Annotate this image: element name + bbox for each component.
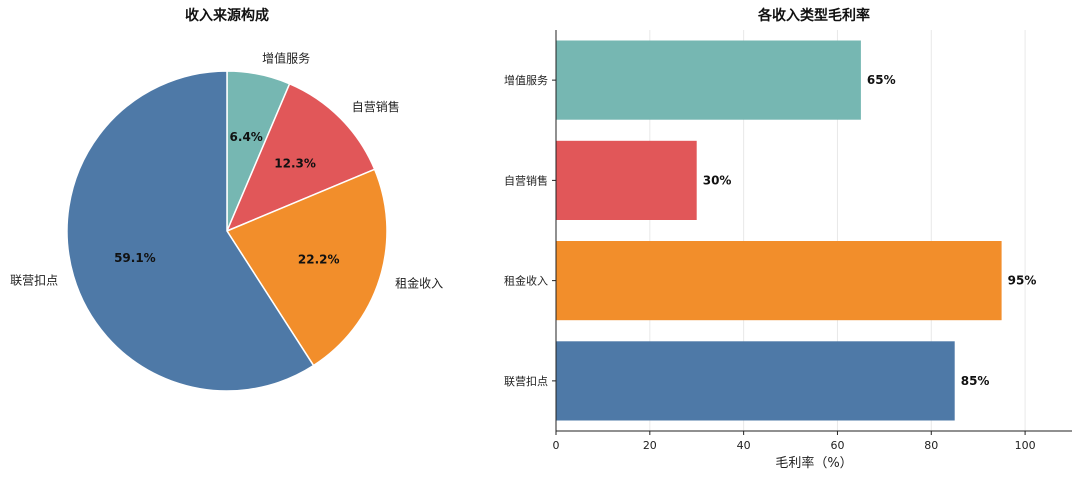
bar-title: 各收入类型毛利率 [757,7,870,24]
pie-slice-0-percent: 6.4% [230,130,263,144]
bar-x-tick-label-5: 100 [1015,439,1036,452]
bar-2 [556,241,1002,321]
bar-1 [556,140,697,220]
pie-slice-1 [225,82,376,233]
bar-category-label-2: 租金收入 [504,274,548,288]
bar-value-label-1: 30% [703,173,732,187]
bar-x-tick-label-3: 60 [830,439,844,452]
pie-slice-3-percent: 59.1% [114,251,156,265]
bar-x-axis-label: 毛利率（%） [775,455,852,471]
pie-slice-2-percent: 22.2% [298,253,340,267]
bar-category-label-1: 自营销售 [504,173,548,187]
bar-x-tick-label-0: 0 [553,439,560,452]
bar-category-label-0: 增值服务 [504,73,548,87]
pie-slice-2 [225,168,388,367]
pie-chart: 6.4% 增值服务 12.3% 自营销售 22.2% 租金收入 59.1% 联营扣点 [10,51,443,392]
pie-slice-3-label: 联营扣点 [10,274,58,288]
bar-value-label-0: 65% [867,73,896,87]
pie-slice-1-label: 自营销售 [352,99,400,114]
bar-value-label-2: 95% [1008,274,1037,288]
bar-x-tick-label-4: 80 [924,439,938,452]
bar-value-label-3: 85% [961,374,990,388]
bar-x-ticks: 0 20 40 60 80 100 [553,431,1036,452]
pie-slice-2-label: 租金收入 [395,275,443,290]
pie-slice-0-label: 增值服务 [262,51,310,66]
pie-slice-3 [66,70,315,392]
bar-x-tick-label-1: 20 [643,439,657,452]
bar-x-tick-label-2: 40 [737,439,751,452]
bar-0 [556,40,861,120]
bar-3 [556,341,955,421]
pie-title: 收入来源构成 [185,7,269,24]
bar-chart: 增值服务 65% 自营销售 30% 租金收入 95% 联营扣点 85% [504,40,1037,421]
bar-category-label-3: 联营扣点 [504,374,548,388]
pie-slice-1-percent: 12.3% [274,156,316,170]
